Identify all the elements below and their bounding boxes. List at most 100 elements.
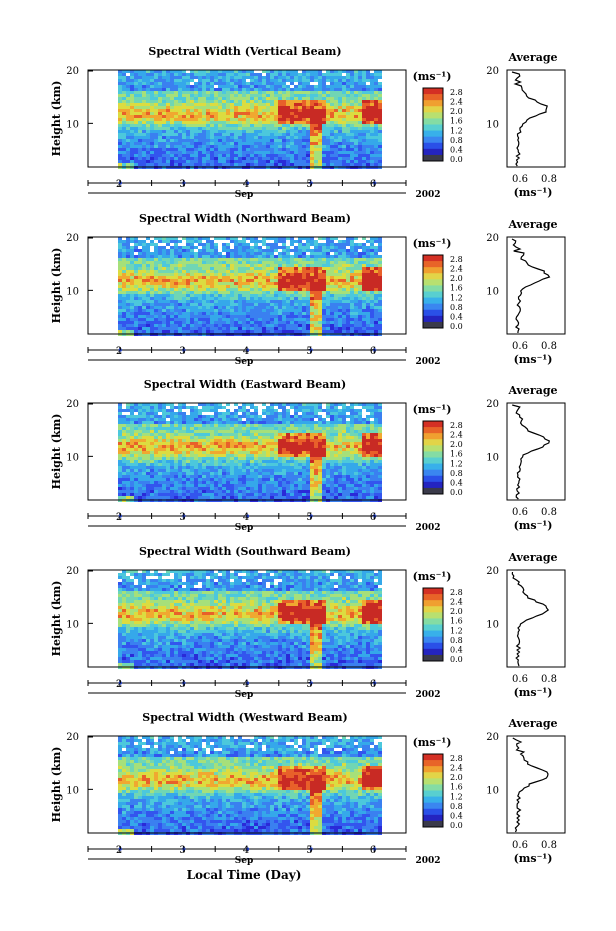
heatmap-cell bbox=[150, 145, 154, 148]
heatmap-cell bbox=[134, 306, 138, 309]
heatmap-cell bbox=[374, 73, 378, 76]
heatmap-cell bbox=[170, 327, 174, 330]
heatmap-cell bbox=[282, 267, 286, 270]
heatmap-cell bbox=[286, 106, 290, 109]
heatmap-cell bbox=[222, 291, 226, 294]
heatmap-cell bbox=[286, 145, 290, 148]
heatmap-cell bbox=[258, 85, 262, 88]
heatmap-cell bbox=[338, 85, 342, 88]
heatmap-cell bbox=[326, 273, 330, 276]
heatmap-cell bbox=[202, 315, 206, 318]
heatmap-cell bbox=[162, 91, 166, 94]
heatmap-cell bbox=[282, 324, 286, 327]
heatmap-cell bbox=[350, 318, 354, 321]
heatmap-cell bbox=[250, 315, 254, 318]
heatmap-cell bbox=[222, 282, 226, 285]
heatmap-cell bbox=[174, 73, 178, 76]
heatmap-cell bbox=[166, 94, 170, 97]
heatmap-cell bbox=[230, 82, 234, 85]
heatmap-cell bbox=[226, 412, 230, 415]
heatmap-cell bbox=[346, 88, 350, 91]
heatmap-cell bbox=[190, 285, 194, 288]
heatmap-cell bbox=[330, 264, 334, 267]
heatmap-cell bbox=[294, 412, 298, 415]
heatmap-cell bbox=[182, 121, 186, 124]
heatmap-cell bbox=[130, 421, 134, 424]
heatmap-cell bbox=[282, 130, 286, 133]
heatmap-cell bbox=[266, 136, 270, 139]
heatmap-cell bbox=[274, 136, 278, 139]
heatmap-cell bbox=[306, 82, 310, 85]
heatmap-cell bbox=[198, 303, 202, 306]
heatmap-cell bbox=[254, 157, 258, 160]
heatmap-cell bbox=[282, 133, 286, 136]
heatmap-cell bbox=[322, 309, 326, 312]
heatmap-cell bbox=[318, 109, 322, 112]
heatmap-cell bbox=[378, 154, 382, 157]
heatmap-cell bbox=[182, 285, 186, 288]
heatmap-cell bbox=[338, 288, 342, 291]
heatmap-cell bbox=[146, 330, 150, 333]
heatmap-cell bbox=[146, 163, 150, 166]
heatmap-cell bbox=[242, 157, 246, 160]
heatmap-cell bbox=[362, 252, 366, 255]
heatmap-cell bbox=[254, 312, 258, 315]
heatmap-cell bbox=[130, 154, 134, 157]
heatmap-cell bbox=[226, 321, 230, 324]
heatmap-cell bbox=[330, 330, 334, 333]
heatmap-cell bbox=[122, 270, 126, 273]
heatmap-cell bbox=[302, 279, 306, 282]
heatmap-cell bbox=[270, 121, 274, 124]
heatmap-cell bbox=[290, 315, 294, 318]
heatmap-cell bbox=[218, 82, 222, 85]
heatmap-cell bbox=[354, 276, 358, 279]
heatmap-cell bbox=[130, 240, 134, 243]
heatmap-cell bbox=[198, 112, 202, 115]
heatmap-cell bbox=[294, 145, 298, 148]
heatmap-cell bbox=[118, 297, 122, 300]
heatmap-cell bbox=[374, 130, 378, 133]
heatmap-cell bbox=[294, 70, 298, 73]
heatmap-cell bbox=[166, 279, 170, 282]
profile-x-label: (ms⁻¹) bbox=[514, 353, 553, 366]
heatmap-cell bbox=[302, 406, 306, 409]
heatmap-cell bbox=[354, 303, 358, 306]
colorbar-segment bbox=[423, 154, 443, 162]
heatmap-cell bbox=[370, 112, 374, 115]
heatmap-cell bbox=[358, 151, 362, 154]
heatmap-cell bbox=[314, 76, 318, 79]
heatmap-cell bbox=[134, 288, 138, 291]
heatmap-cell bbox=[278, 240, 282, 243]
heatmap-cell bbox=[206, 118, 210, 121]
heatmap-cell bbox=[282, 115, 286, 118]
heatmap-cell bbox=[234, 148, 238, 151]
heatmap-cell bbox=[346, 315, 350, 318]
heatmap-cell bbox=[278, 91, 282, 94]
heatmap-cell bbox=[214, 237, 218, 240]
heatmap-cell bbox=[174, 106, 178, 109]
heatmap-cell bbox=[230, 94, 234, 97]
heatmap-cell bbox=[278, 285, 282, 288]
heatmap-cell bbox=[346, 412, 350, 415]
heatmap-cell bbox=[250, 88, 254, 91]
heatmap-cell bbox=[238, 76, 242, 79]
heatmap-cell bbox=[270, 88, 274, 91]
heatmap-cell bbox=[366, 297, 370, 300]
heatmap-cell bbox=[234, 318, 238, 321]
heatmap-cell bbox=[146, 412, 150, 415]
heatmap-cell bbox=[206, 267, 210, 270]
heatmap-cell bbox=[246, 273, 250, 276]
heatmap-cell bbox=[278, 264, 282, 267]
heatmap-cell bbox=[314, 145, 318, 148]
heatmap-cell bbox=[206, 133, 210, 136]
heatmap-cell bbox=[198, 318, 202, 321]
heatmap-cell bbox=[314, 306, 318, 309]
heatmap-cell bbox=[258, 306, 262, 309]
heatmap-cell bbox=[326, 160, 330, 163]
heatmap-cell bbox=[346, 97, 350, 100]
heatmap-cell bbox=[274, 97, 278, 100]
heatmap-cell bbox=[222, 255, 226, 258]
heatmap-cell bbox=[318, 157, 322, 160]
heatmap-cell bbox=[262, 82, 266, 85]
heatmap-cell bbox=[266, 303, 270, 306]
